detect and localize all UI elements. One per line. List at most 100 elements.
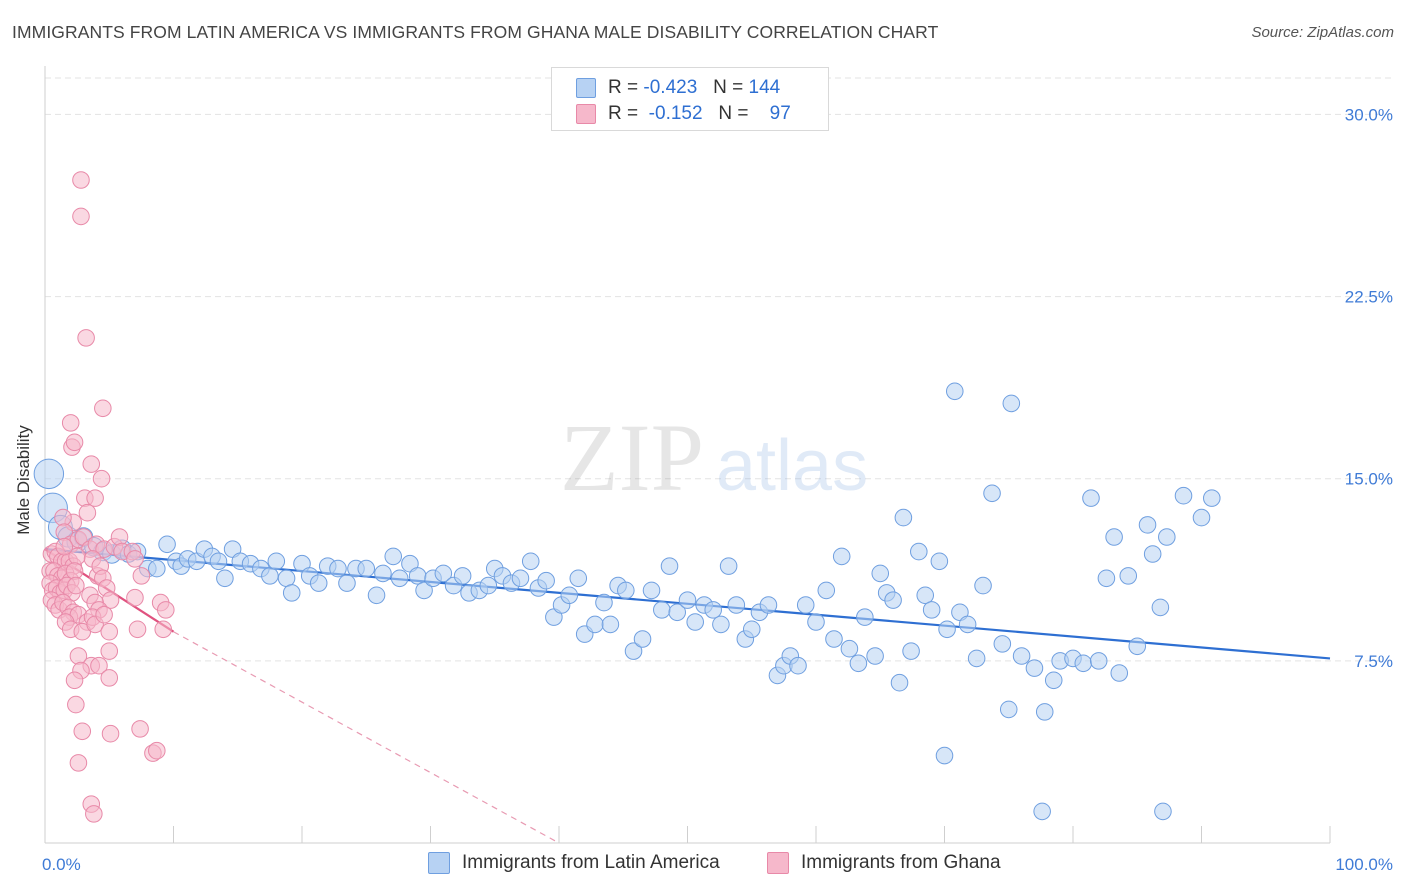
point-latin-america — [930, 552, 949, 571]
point-latin-america — [633, 630, 652, 648]
y-tick-label: 22.5% — [1345, 288, 1393, 307]
point-ghana — [67, 695, 85, 714]
x-tick-label: 100.0% — [1335, 855, 1393, 874]
point-ghana — [92, 469, 111, 488]
legend-r-value: -0.423 — [643, 77, 698, 98]
point-latin-america — [856, 608, 874, 626]
point-latin-america — [601, 615, 620, 634]
watermark: ZIP atlas — [560, 404, 868, 511]
tick-labels: 7.5% 15.0% 22.5% 30.0% 0.0% 100.0% — [42, 105, 1393, 874]
legend-row-ghana: R = -0.152 N = 97 — [576, 102, 791, 126]
point-latin-america — [569, 569, 588, 588]
series-swatch-blue — [428, 852, 450, 874]
point-latin-america — [974, 576, 992, 595]
grid-lines — [45, 77, 1392, 662]
point-ghana — [77, 329, 95, 347]
point-ghana — [86, 489, 104, 507]
point-latin-america — [33, 458, 65, 490]
point-latin-america — [999, 700, 1018, 719]
point-latin-america — [384, 547, 403, 566]
legend-swatch-pink — [576, 104, 596, 124]
point-ghana — [54, 508, 72, 527]
point-ghana — [65, 671, 84, 690]
point-latin-america — [1082, 489, 1100, 507]
point-latin-america — [1097, 569, 1116, 588]
point-latin-america — [261, 567, 279, 585]
point-latin-america — [560, 586, 579, 605]
point-ghana — [100, 642, 119, 660]
point-ghana — [148, 741, 166, 760]
legend-r-label: R = — [608, 77, 639, 98]
series-swatch-pink — [767, 852, 789, 874]
point-ghana — [131, 720, 149, 738]
point-latin-america — [678, 591, 697, 609]
legend-row-latin-america: R = -0.423 N = 144 — [576, 76, 780, 100]
point-latin-america — [884, 591, 902, 609]
point-latin-america — [789, 656, 807, 675]
point-latin-america — [922, 601, 941, 619]
point-ghana — [67, 576, 85, 595]
point-ghana — [95, 605, 113, 624]
point-ghana — [90, 656, 108, 675]
point-latin-america — [148, 559, 166, 578]
point-latin-america — [704, 601, 722, 619]
point-latin-america — [408, 567, 427, 585]
point-latin-america — [434, 564, 453, 583]
point-latin-america — [1119, 567, 1138, 585]
point-latin-america — [1151, 598, 1170, 617]
point-latin-america — [1035, 703, 1054, 721]
point-ghana — [157, 601, 175, 619]
point-ghana — [132, 567, 151, 585]
point-latin-america — [902, 642, 920, 660]
point-latin-america — [871, 564, 890, 583]
point-ghana — [154, 620, 173, 639]
y-tick-label: 15.0% — [1345, 470, 1393, 489]
point-ghana — [65, 562, 84, 580]
legend-swatch-blue — [576, 78, 596, 98]
point-latin-america — [916, 586, 935, 605]
point-ghana — [94, 399, 112, 418]
point-latin-america — [329, 559, 347, 578]
chart-title: IMMIGRANTS FROM LATIN AMERICA VS IMMIGRA… — [12, 22, 939, 42]
point-ghana — [65, 433, 84, 452]
point-latin-america — [1012, 647, 1031, 665]
point-latin-america — [938, 620, 956, 639]
point-latin-america — [338, 574, 356, 592]
point-latin-america — [1033, 802, 1051, 821]
point-ghana — [101, 724, 120, 743]
point-latin-america — [1158, 528, 1176, 546]
point-ghana — [128, 620, 147, 639]
point-latin-america — [479, 576, 498, 595]
point-latin-america — [267, 552, 286, 571]
series-name: Immigrants from Ghana — [801, 852, 1001, 873]
watermark-zip: ZIP — [560, 404, 704, 511]
legend-r-value: -0.152 — [648, 103, 703, 124]
point-latin-america — [511, 569, 530, 588]
point-latin-america — [849, 654, 868, 673]
series-legend-latin-america: Immigrants from Latin America — [428, 852, 720, 874]
point-ghana — [72, 207, 90, 226]
point-latin-america — [1025, 659, 1044, 677]
point-latin-america — [277, 569, 296, 588]
point-latin-america — [866, 647, 884, 665]
point-latin-america — [935, 746, 954, 765]
chart-source: Source: ZipAtlas.com — [1251, 24, 1394, 41]
point-latin-america — [390, 569, 409, 588]
point-latin-america — [1044, 671, 1063, 690]
point-latin-america — [1203, 489, 1221, 507]
point-latin-america — [617, 581, 635, 600]
point-latin-america — [158, 535, 176, 554]
point-latin-america — [453, 567, 472, 585]
point-latin-america — [660, 557, 679, 575]
axes — [44, 66, 1331, 844]
point-latin-america — [993, 635, 1012, 653]
point-latin-america — [719, 557, 738, 575]
point-latin-america — [807, 613, 825, 631]
watermark-atlas: atlas — [716, 426, 868, 506]
point-latin-america — [967, 649, 986, 668]
point-latin-america — [1138, 516, 1157, 534]
data-points — [33, 171, 1221, 823]
point-latin-america — [946, 382, 964, 401]
point-latin-america — [653, 601, 671, 619]
